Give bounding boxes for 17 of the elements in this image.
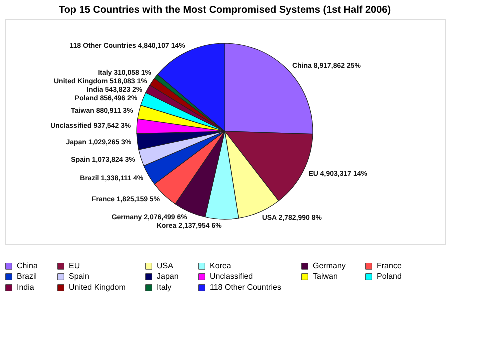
legend-label: Japan <box>157 272 179 281</box>
legend-label: Korea <box>210 261 232 270</box>
legend-label: USA <box>157 261 174 270</box>
legend-label: Brazil <box>17 272 38 281</box>
legend-label: Taiwan <box>313 272 338 281</box>
legend-label: France <box>377 261 402 270</box>
legend-label: Poland <box>377 272 402 281</box>
legend-label: Spain <box>69 272 90 281</box>
legend-label: Germany <box>313 261 346 270</box>
legend-label: India <box>17 283 35 292</box>
legend-label: China <box>17 261 38 270</box>
legend-label: 118 Other Countries <box>210 283 282 292</box>
chart-title: Top 15 Countries with the Most Compromised Systems (1st Half 2006) <box>58 5 392 16</box>
legend-label: United Kingdom <box>69 283 126 292</box>
legend-label: EU <box>69 261 80 270</box>
legend-label: Italy <box>157 283 172 292</box>
legend-label: Unclassified <box>210 272 254 281</box>
